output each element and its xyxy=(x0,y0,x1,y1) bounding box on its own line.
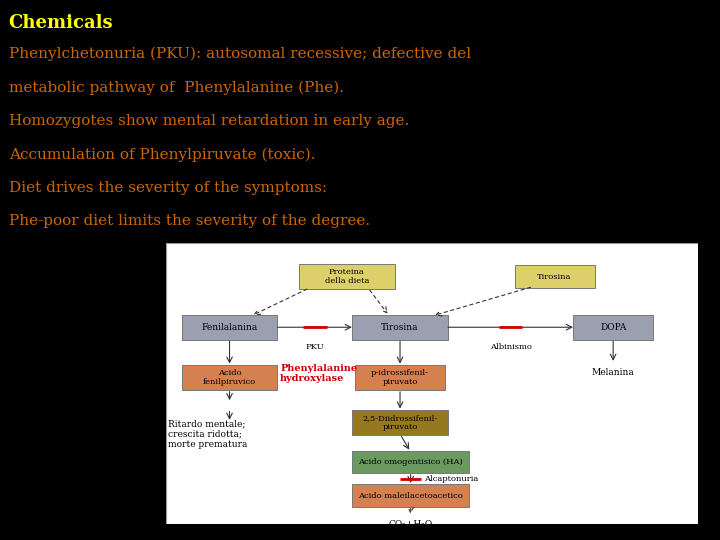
Text: p-idrossifenil-
piruvato: p-idrossifenil- piruvato xyxy=(371,369,429,387)
FancyBboxPatch shape xyxy=(181,365,277,390)
Text: Phe-poor diet limits the severity of the degree.: Phe-poor diet limits the severity of the… xyxy=(9,214,370,228)
Text: Alcaptonuria: Alcaptonuria xyxy=(424,475,478,483)
FancyBboxPatch shape xyxy=(355,365,445,390)
FancyBboxPatch shape xyxy=(352,315,448,340)
FancyBboxPatch shape xyxy=(352,451,469,473)
Text: Phenylchetonuria (PKU): autosomal recessive; defective del: Phenylchetonuria (PKU): autosomal recess… xyxy=(9,47,471,62)
FancyBboxPatch shape xyxy=(299,264,395,289)
FancyBboxPatch shape xyxy=(181,315,277,340)
Text: Melanina: Melanina xyxy=(592,368,634,377)
Text: Albinismo: Albinismo xyxy=(490,343,531,350)
Text: PKU: PKU xyxy=(305,343,324,350)
Text: Accumulation of Phenylpiruvate (toxic).: Accumulation of Phenylpiruvate (toxic). xyxy=(9,147,315,162)
Text: metabolic pathway of  Phenylalanine (Phe).: metabolic pathway of Phenylalanine (Phe)… xyxy=(9,80,343,95)
Text: Tirosina: Tirosina xyxy=(537,273,572,281)
FancyBboxPatch shape xyxy=(573,315,653,340)
Text: Fenilalanina: Fenilalanina xyxy=(202,323,258,332)
Text: Diet drives the severity of the symptoms:: Diet drives the severity of the symptoms… xyxy=(9,181,327,195)
FancyBboxPatch shape xyxy=(352,410,448,435)
FancyBboxPatch shape xyxy=(515,266,595,288)
Text: 2,5-Diidrossifenil-
piruvato: 2,5-Diidrossifenil- piruvato xyxy=(362,414,438,431)
Text: Acido omogentisico (HA): Acido omogentisico (HA) xyxy=(359,458,463,466)
Text: Acido
fenilpiruvico: Acido fenilpiruvico xyxy=(203,369,256,387)
Text: Tirosina: Tirosina xyxy=(382,323,419,332)
FancyBboxPatch shape xyxy=(352,484,469,507)
Text: Ritardo mentale;
crescita ridotta;
morte prematura: Ritardo mentale; crescita ridotta; morte… xyxy=(168,419,248,449)
Text: CO₂+H₂O: CO₂+H₂O xyxy=(389,519,433,529)
Text: Phenylalanine
hydroxylase: Phenylalanine hydroxylase xyxy=(280,364,357,383)
Text: Homozygotes show mental retardation in early age.: Homozygotes show mental retardation in e… xyxy=(9,114,409,128)
Text: DOPA: DOPA xyxy=(600,323,626,332)
Text: Acido maleilacetoacetico: Acido maleilacetoacetico xyxy=(359,492,463,500)
Text: Chemicals: Chemicals xyxy=(9,14,113,31)
Text: Proteina
della dieta: Proteina della dieta xyxy=(325,268,369,285)
